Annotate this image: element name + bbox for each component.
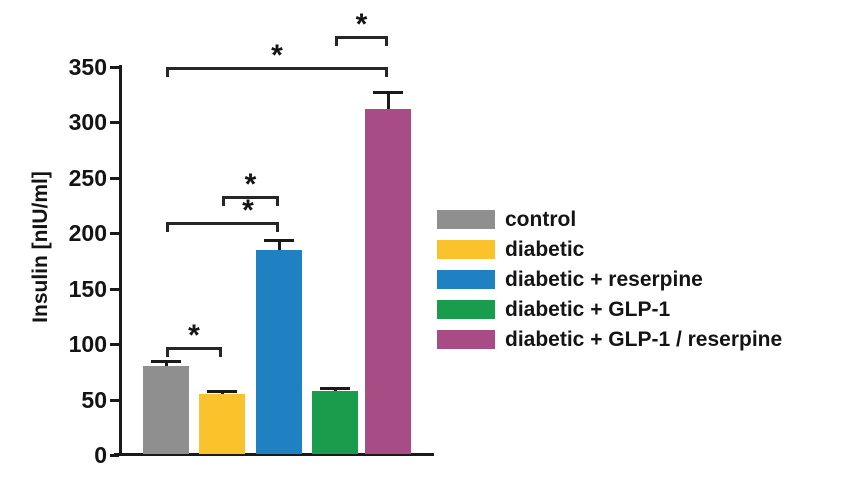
legend-label: diabetic + reserpine xyxy=(505,268,703,291)
bar-control xyxy=(143,366,189,454)
y-axis-line xyxy=(119,65,122,456)
legend-label: diabetic xyxy=(505,238,585,261)
bar-diabetic-glp-1-reserpine xyxy=(365,109,411,454)
legend-swatch xyxy=(437,240,495,259)
y-axis-tick xyxy=(110,343,119,347)
error-bar-cap xyxy=(207,389,237,393)
y-axis-tick xyxy=(110,66,119,69)
significance-bracket xyxy=(222,195,279,206)
y-axis-tick xyxy=(110,398,119,402)
bar-diabetic-reserpine xyxy=(256,249,302,454)
legend-item: diabetic + GLP-1 / reserpine xyxy=(437,328,783,351)
y-tick-label: 200 xyxy=(68,220,107,247)
legend: control diabetic diabetic + reserpine diabe… xyxy=(437,208,783,360)
significance-star: * xyxy=(271,39,283,72)
significance-star: * xyxy=(242,194,254,228)
significance-bracket xyxy=(166,347,222,358)
significance-bracket xyxy=(335,35,388,46)
legend-item: diabetic xyxy=(437,238,782,261)
error-bar-stem xyxy=(277,238,281,250)
legend-swatch xyxy=(437,300,495,319)
legend-item: diabetic + reserpine xyxy=(437,268,782,291)
error-bar-cap xyxy=(373,91,403,95)
error-bar-stem xyxy=(164,359,168,367)
y-axis-tick xyxy=(110,454,119,457)
error-bar-cap xyxy=(151,359,181,363)
y-axis-tick xyxy=(110,287,119,291)
y-axis-tick xyxy=(110,121,119,125)
y-tick-label: 350 xyxy=(68,54,107,80)
significance-bracket xyxy=(166,222,279,233)
y-axis-tick xyxy=(110,176,119,180)
legend-label: diabetic + GLP-1 / reserpine xyxy=(505,328,783,351)
error-bar-cap xyxy=(320,387,350,391)
error-bar-stem xyxy=(386,91,390,110)
legend-item: control xyxy=(437,208,782,231)
legend-swatch xyxy=(437,210,495,229)
significance-bracket xyxy=(166,67,388,77)
error-bar-cap xyxy=(264,238,294,242)
bar-diabetic-glp-1 xyxy=(312,390,358,454)
significance-star: * xyxy=(188,319,200,353)
y-tick-label: 150 xyxy=(68,275,107,302)
significance-star: * xyxy=(355,7,368,41)
legend-label: control xyxy=(505,208,577,231)
y-tick-label: 50 xyxy=(81,386,107,413)
y-tick-label: 250 xyxy=(68,164,107,191)
legend-label: diabetic + GLP-1 xyxy=(505,298,671,321)
y-tick-label: 0 xyxy=(94,442,107,468)
legend-swatch xyxy=(437,330,495,349)
y-tick-label: 300 xyxy=(68,109,107,136)
bar-diabetic xyxy=(199,394,245,454)
significance-star: * xyxy=(244,167,257,201)
y-axis-tick xyxy=(110,232,119,236)
y-tick-label: 100 xyxy=(68,331,107,358)
x-axis-line xyxy=(114,453,434,456)
legend-swatch xyxy=(437,270,495,289)
legend-item: diabetic + GLP-1 xyxy=(437,298,782,321)
